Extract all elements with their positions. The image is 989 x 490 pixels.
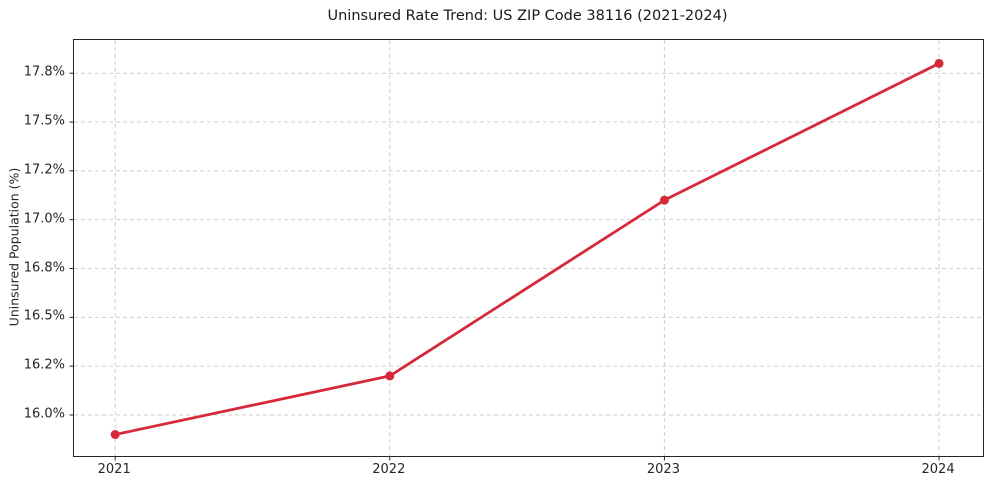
x-tick-label: 2022	[372, 462, 406, 477]
trend-line-plot	[69, 40, 983, 461]
data-point-marker	[659, 195, 669, 205]
data-point-marker	[110, 430, 120, 440]
x-tick-label: 2024	[921, 462, 955, 477]
data-point-marker	[934, 58, 944, 68]
x-tick-label: 2021	[97, 462, 131, 477]
y-tick-label: 17.0%	[23, 211, 65, 227]
y-tick-label: 16.2%	[23, 357, 65, 373]
y-tick-label: 17.5%	[23, 113, 65, 129]
y-tick-label: 16.8%	[23, 260, 65, 275]
y-tick-label: 17.8%	[23, 64, 65, 80]
y-tick-label: 16.0%	[23, 406, 65, 422]
y-axis-label: Uninsured Population (%)	[6, 167, 22, 327]
y-tick-label: 17.2%	[23, 162, 65, 178]
data-point-marker	[385, 371, 395, 381]
trend-line	[113, 62, 941, 436]
plot-area	[69, 39, 984, 461]
x-tick-label: 2023	[646, 462, 680, 477]
chart-title: Uninsured Rate Trend: US ZIP Code 38116 …	[327, 8, 728, 24]
y-tick-label: 16.5%	[23, 308, 65, 324]
